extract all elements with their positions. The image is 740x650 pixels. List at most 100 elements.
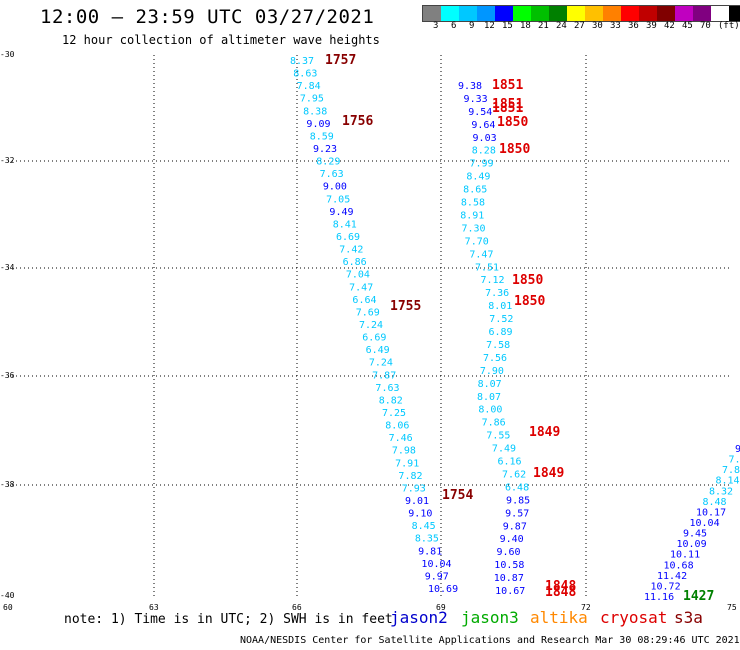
swh-value: 9.87	[503, 521, 527, 532]
pass-time-label: 1850	[514, 294, 545, 309]
colorbar-label: 45	[682, 21, 693, 31]
swh-value: 7.24	[369, 358, 393, 369]
swh-value: 9.54	[468, 107, 492, 118]
colorbar-label: 42	[664, 21, 675, 31]
colorbar-swatch	[513, 6, 531, 21]
swh-value: 8.32	[709, 486, 733, 497]
pass-time-label: 1848	[545, 585, 576, 600]
swh-value: 8.06	[385, 421, 409, 432]
map-title: 12:00 – 23:59 UTC 03/27/2021	[40, 6, 375, 28]
colorbar-label: 21	[538, 21, 549, 31]
swh-value: 7.82	[398, 471, 422, 482]
satellite-legend-item: jason3	[461, 608, 519, 627]
colorbar-label: 33	[610, 21, 621, 31]
swh-value: 7.9	[729, 455, 740, 466]
colorbar-label: 9	[469, 21, 475, 31]
footer-credit: NOAA/NESDIS Center for Satellite Applica…	[240, 635, 740, 646]
satellite-legend-item: altika	[530, 608, 588, 627]
pass-time-label: 1754	[442, 488, 473, 503]
colorbar-swatch	[693, 6, 711, 21]
pass-time-label: 1757	[325, 53, 356, 68]
swh-value: 10.67	[495, 586, 525, 597]
swh-value: 9.64	[471, 120, 495, 131]
colorbar-swatch	[711, 6, 729, 21]
swh-value: 10.58	[494, 560, 524, 571]
swh-value: 8.07	[478, 379, 502, 390]
swh-value: 7.56	[483, 353, 507, 364]
swh-value: 9.97	[425, 571, 449, 582]
colorbar-label: (ft)	[718, 21, 740, 31]
latitude-label: -38	[0, 480, 15, 489]
swh-value: 7.52	[489, 314, 513, 325]
colorbar-swatch	[477, 6, 495, 21]
swh-value: 7.63	[320, 169, 344, 180]
swh-value: 11.16	[644, 592, 674, 603]
swh-value: 9.03	[473, 133, 497, 144]
swh-value: 9.00	[323, 182, 347, 193]
colorbar-label: 15	[502, 21, 513, 31]
swh-value: 6.16	[497, 457, 521, 468]
swh-value: 9.85	[506, 495, 530, 506]
swh-value: 8.65	[463, 185, 487, 196]
swh-value: 8.63	[293, 69, 317, 80]
swh-value: 7.46	[389, 433, 413, 444]
longitude-label: 60	[3, 603, 13, 612]
swh-value: 7.55	[486, 431, 510, 442]
pass-time-label: 1427	[683, 589, 714, 604]
pass-time-label: 1756	[342, 114, 373, 129]
swh-value: 7.58	[486, 340, 510, 351]
swh-value: 6.89	[488, 327, 512, 338]
swh-value: 7.36	[485, 288, 509, 299]
swh-value: 7.87	[372, 370, 396, 381]
swh-value: 8.41	[333, 219, 357, 230]
swh-value: 6.86	[343, 257, 367, 268]
swh-value: 9.60	[496, 547, 520, 558]
swh-value: 7.62	[502, 469, 526, 480]
note-text: note: 1) Time is in UTC; 2) SWH is in fe…	[64, 612, 393, 627]
swh-value: 7.90	[480, 366, 504, 377]
swh-value: 6.64	[352, 295, 376, 306]
swh-value: 8.82	[379, 395, 403, 406]
colorbar-swatch	[639, 6, 657, 21]
latitude-label: -40	[0, 591, 15, 600]
swh-value: 8.58	[461, 198, 485, 209]
pass-time-label: 1849	[529, 425, 560, 440]
swh-value: 11.42	[657, 571, 687, 582]
swh-value: 7.84	[297, 81, 321, 92]
swh-value: 6.48	[505, 482, 529, 493]
swh-value: 6.49	[366, 345, 390, 356]
latitude-label: -36	[0, 371, 15, 380]
swh-value: 10.68	[664, 560, 694, 571]
swh-value: 10.11	[670, 550, 700, 561]
pass-time-label: 1851	[492, 97, 523, 112]
colorbar-swatch	[603, 6, 621, 21]
grid-lines	[8, 55, 732, 596]
swh-value: 10.72	[651, 581, 681, 592]
latitude-label: -32	[0, 156, 15, 165]
swh-value: 6.69	[336, 232, 360, 243]
swh-value: 7.25	[382, 408, 406, 419]
colorbar-label: 36	[628, 21, 639, 31]
colorbar-label: 6	[451, 21, 457, 31]
colorbar-label: 70	[700, 21, 711, 31]
colorbar-swatch	[729, 6, 740, 21]
colorbar-label: 3	[433, 21, 439, 31]
swh-value: 7.95	[300, 94, 324, 105]
pass-time-label: 1851	[492, 78, 523, 93]
swh-value: 8.01	[488, 301, 512, 312]
colorbar-swatch	[585, 6, 603, 21]
colorbar-swatch	[657, 6, 675, 21]
swh-value: 7.99	[469, 159, 493, 170]
swh-value: 9.57	[505, 508, 529, 519]
colorbar-swatch	[567, 6, 585, 21]
swh-value: 9.49	[329, 207, 353, 218]
swh-value: 7.04	[346, 270, 370, 281]
colorbar-label: 18	[520, 21, 531, 31]
swh-value: 7.63	[375, 383, 399, 394]
pass-time-label: 1850	[497, 115, 528, 130]
swh-value: 7.93	[402, 483, 426, 494]
swh-value: 8.38	[303, 106, 327, 117]
swh-value: 9.81	[418, 546, 442, 557]
swh-value: 10.17	[696, 507, 726, 518]
